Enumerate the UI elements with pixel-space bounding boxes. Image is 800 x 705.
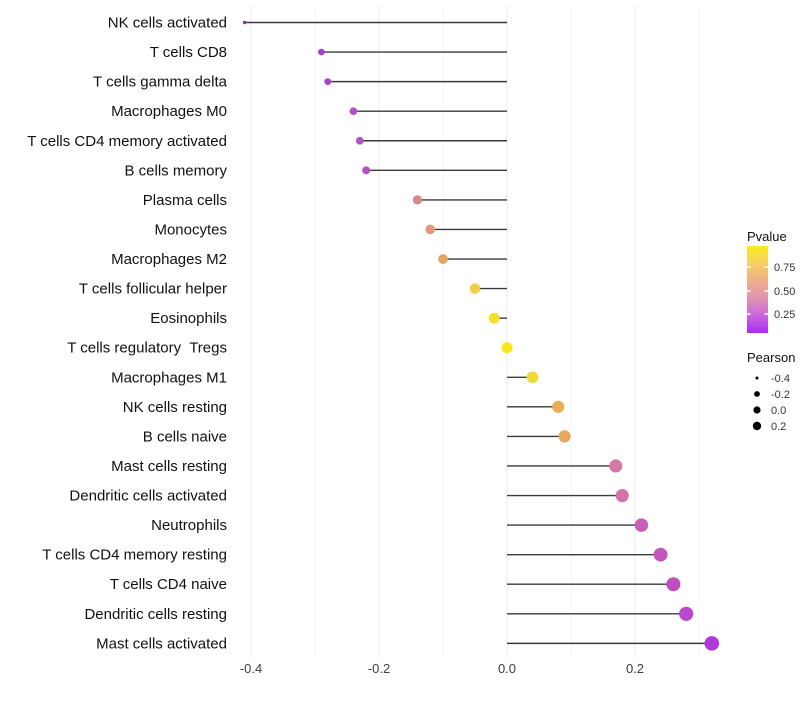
pvalue-colorbar-ticks (747, 266, 768, 315)
pearson-size-dot (752, 421, 762, 431)
category-label: NK cells activated (108, 15, 227, 32)
lollipop-row: T cells gamma delta (93, 74, 507, 91)
category-label: T cells CD8 (150, 44, 227, 61)
category-label: Macrophages M0 (111, 103, 227, 120)
x-tick-label: -0.4 (240, 661, 262, 676)
data-point (552, 400, 565, 413)
lollipop-row: Mast cells activated (96, 635, 720, 652)
data-point (615, 488, 629, 503)
lollipop-row: NK cells resting (123, 399, 565, 416)
lollipop-row: T cells regulatory Tregs (67, 340, 513, 357)
lollipop-row: B cells naive (143, 428, 571, 445)
lollipop-row: B cells memory (124, 162, 507, 179)
x-axis: -0.4 -0.2 0.0 0.2 (240, 661, 644, 676)
data-point (634, 518, 649, 532)
pvalue-tick-label: 0.75 (774, 262, 795, 274)
lollipop-row: T cells CD4 memory activated (27, 133, 507, 150)
data-point (609, 459, 623, 473)
lollipop-row: Macrophages M0 (111, 103, 507, 120)
lollipop-row: Macrophages M1 (111, 369, 539, 386)
x-tick-label: -0.2 (368, 661, 390, 676)
x-tick-label: 0.2 (626, 661, 644, 676)
pvalue-tick-label: 0.50 (774, 286, 795, 298)
data-point (349, 107, 358, 116)
category-label: Monocytes (154, 221, 227, 238)
data-point (438, 254, 448, 264)
data-point (488, 312, 500, 324)
pearson-size-dot (753, 406, 761, 414)
lollipop-row: Neutrophils (151, 517, 649, 534)
lollipop-row: Monocytes (154, 221, 507, 238)
category-label: Macrophages M1 (111, 369, 227, 386)
category-label: Eosinophils (150, 310, 227, 327)
pearson-size-label: -0.2 (771, 389, 790, 401)
lollipop-row: T cells follicular helper (79, 281, 507, 298)
pvalue-tick-labels: 0.75 0.50 0.25 (774, 262, 795, 321)
lollipop-row: Mast cells resting (111, 458, 623, 475)
lollipop-rows: NK cells activated T cells CD8 T cells gam… (27, 15, 720, 652)
category-label: T cells gamma delta (93, 74, 228, 91)
category-label: Mast cells activated (96, 635, 227, 652)
pearson-legend-title: Pearson (747, 350, 795, 365)
data-point (469, 283, 481, 294)
pvalue-colorbar (747, 246, 768, 333)
lollipop-row: Eosinophils (150, 310, 507, 327)
pearson-size-label: 0.0 (771, 405, 786, 417)
data-point (355, 136, 364, 145)
lollipop-row: Dendritic cells activated (69, 488, 629, 505)
pearson-size-label: 0.2 (771, 421, 786, 433)
category-label: NK cells resting (123, 399, 227, 416)
category-label: T cells CD4 memory resting (42, 547, 227, 564)
data-point (679, 606, 694, 621)
category-label: Dendritic cells activated (69, 488, 227, 505)
data-point (425, 224, 435, 235)
data-point (318, 48, 325, 56)
data-point (653, 547, 668, 562)
category-label: T cells CD4 memory activated (27, 133, 227, 150)
data-point (704, 636, 720, 651)
pearson-size-label: -0.4 (771, 373, 790, 385)
lollipop-row: Macrophages M2 (111, 251, 507, 268)
category-label: T cells regulatory Tregs (67, 340, 227, 357)
category-label: Neutrophils (151, 517, 227, 534)
category-label: T cells CD4 naive (110, 576, 227, 593)
pearson-size-dot (754, 391, 760, 397)
category-label: Macrophages M2 (111, 251, 227, 268)
category-label: Dendritic cells resting (84, 606, 227, 623)
lollipop-row: T cells CD8 (150, 44, 507, 61)
lollipop-row: Dendritic cells resting (84, 606, 694, 623)
category-label: B cells memory (124, 162, 227, 179)
pearson-size-items: -0.4 -0.2 0.0 0.2 (752, 373, 790, 433)
category-label: Mast cells resting (111, 458, 227, 475)
data-point (526, 371, 539, 384)
x-tick-label: 0.0 (498, 661, 516, 676)
lollipop-row: T cells CD4 memory resting (42, 547, 668, 564)
pearson-size-dot (755, 376, 759, 380)
lollipop-row: T cells CD4 naive (110, 576, 681, 593)
data-point (324, 78, 332, 86)
data-point (501, 342, 513, 354)
data-point (412, 195, 423, 205)
data-point (666, 577, 681, 592)
lollipop-row: NK cells activated (108, 15, 507, 32)
data-point (362, 166, 371, 175)
legend: Pvalue 0.75 0.50 0.25 Pearson -0.4 -0.2 0.0 0… (747, 229, 795, 433)
data-point (242, 20, 247, 25)
category-label: Plasma cells (143, 192, 227, 209)
data-point (558, 430, 571, 443)
gridlines (250, 6, 700, 657)
pvalue-tick-label: 0.25 (774, 309, 795, 321)
lollipop-row: Plasma cells (143, 192, 507, 209)
category-label: B cells naive (143, 428, 227, 445)
category-label: T cells follicular helper (79, 281, 227, 298)
pvalue-legend-title: Pvalue (747, 229, 787, 244)
